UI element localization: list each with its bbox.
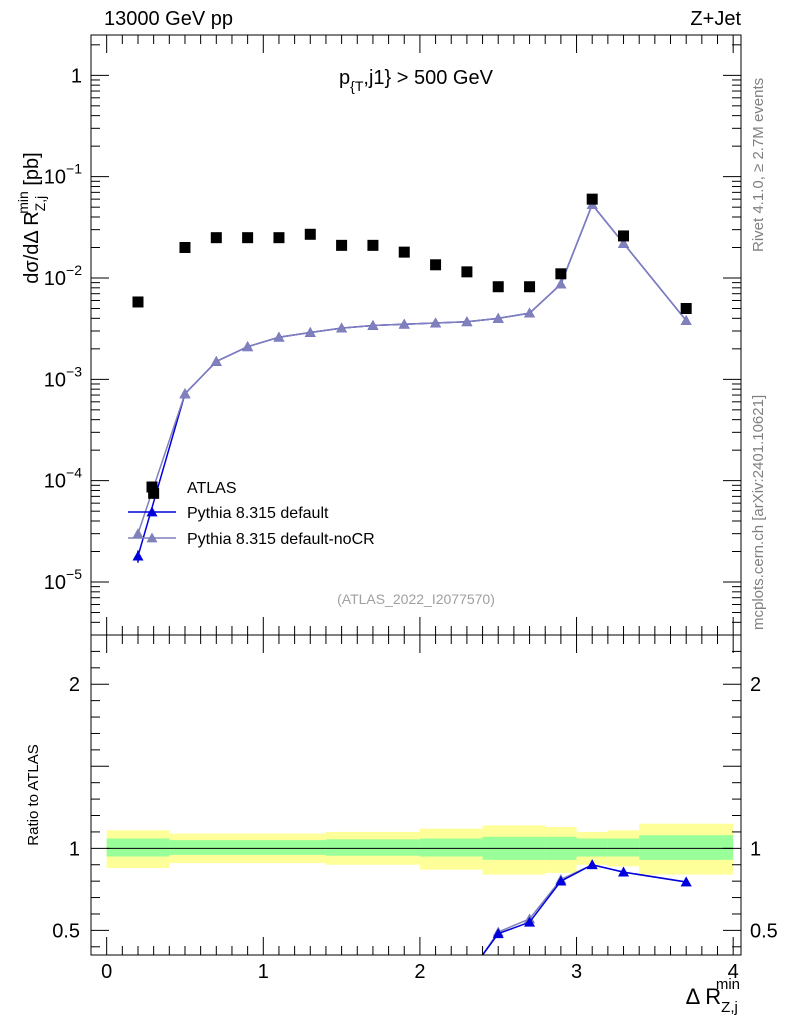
x-tick-label: 1 [258,961,269,983]
main-title: p{T,j1} > 500 GeV [339,67,494,94]
point-pythia-nocr [618,237,630,248]
point-atlas [148,487,160,499]
uncertainty-band-inner [419,838,483,857]
point-pythia-nocr [304,326,316,337]
point-pythia-nocr [524,307,536,318]
point-pythia-nocr [398,318,410,329]
ratio-panel: 0 1 2 3 4 0.5 0.5 1 1 2 2 Ratio to ATLAS Δ RZ,jmin [25,634,778,1016]
energy-label: 13000 GeV pp [104,8,233,30]
uncertainty-band-inner [607,838,640,857]
legend-label: ATLAS [187,480,237,497]
main-y-tick-label: 10−5 [44,566,82,594]
legend: ATLAS Pythia 8.315 default Pythia 8.315 de… [128,480,375,548]
uncertainty-band-inner [325,839,420,856]
ratio-y-tick-label-right: 0.5 [750,920,778,942]
main-y-axis-label: dσ/dΔ RZ,jmin [pb] [15,152,48,283]
point-atlas [242,232,254,244]
point-atlas [461,266,473,278]
uncertainty-band-inner [169,840,326,855]
ratio-y-tick-label: 1 [69,838,80,860]
main-y-tick-label: 10−2 [44,262,82,290]
x-tick-label: 2 [414,961,425,983]
uncertainty-band-inner [106,838,170,857]
main-panel: 10−510−410−310−210−11 p{T,j1} > 500 GeV … [15,34,742,636]
point-atlas [555,268,567,280]
point-atlas [398,246,410,258]
mcplots-note: mcplots.cern.ch [arXiv:2401.10621] [750,395,767,630]
point-atlas [304,228,316,240]
legend-marker [146,532,158,543]
process-label: Z+Jet [690,8,741,30]
ratio-y-tick-label-right: 2 [750,674,761,696]
ratio-point [524,916,536,927]
ratio-point [586,859,598,870]
point-pythia-nocr [336,322,348,333]
x-tick-label: 4 [728,961,739,983]
point-atlas [336,239,348,251]
uncertainty-band-inner [576,838,608,857]
point-pythia-nocr [430,317,442,328]
series-line-pythia-default [137,203,687,557]
ratio-point [618,866,630,877]
analysis-label: (ATLAS_2022_I2077570) [337,591,495,607]
point-pythia-nocr [367,319,379,330]
ratio-frame [90,634,742,956]
point-pythia-nocr [242,341,254,352]
main-y-tick-label: 1 [71,65,82,87]
point-atlas [492,281,504,293]
ratio-series-line [481,863,687,956]
ratio-y-tick-label: 2 [69,674,80,696]
ratio-point [555,875,567,886]
point-pythia-nocr [461,316,473,327]
ratio-point [492,928,504,939]
point-pythia-nocr [555,278,567,289]
ratio-y-tick-label: 0.5 [52,920,80,942]
ratio-y-tick-label-right: 1 [750,838,761,860]
legend-marker [146,506,158,517]
point-pythia-nocr [132,528,144,539]
point-pythia-nocr [680,315,692,325]
legend-marker-atlas [146,481,158,493]
main-y-tick-label: 10−1 [44,161,82,189]
ratio-y-axis-label: Ratio to ATLAS [25,744,42,845]
point-pythia-nocr [273,331,285,342]
x-axis-label: Δ RZ,jmin [686,976,740,1016]
main-y-tick-label: 10−4 [44,465,82,493]
legend-label: Pythia 8.315 default-noCR [187,531,375,548]
rivet-note: Rivet 4.1.0, ≥ 2.7M events [750,78,767,252]
point-pythia-default [132,550,144,561]
point-atlas [210,232,222,244]
point-atlas [586,193,598,205]
ratio-series-line [481,863,687,956]
x-tick-label: 3 [571,961,582,983]
x-tick-label: 0 [101,961,112,983]
point-atlas [430,259,442,271]
point-atlas [132,296,144,308]
legend-label: Pythia 8.315 default [187,505,329,522]
ratio-point [680,876,692,887]
uncertainty-band-inner [639,835,734,860]
point-atlas [524,281,536,293]
point-pythia-nocr [210,355,222,366]
point-atlas [179,241,191,253]
point-atlas [680,303,692,315]
point-atlas [618,230,630,242]
point-pythia-nocr [492,312,504,323]
point-atlas [367,239,379,251]
main-y-tick-label: 10−3 [44,363,82,391]
point-atlas [273,232,285,244]
point-pythia-nocr [179,388,191,399]
